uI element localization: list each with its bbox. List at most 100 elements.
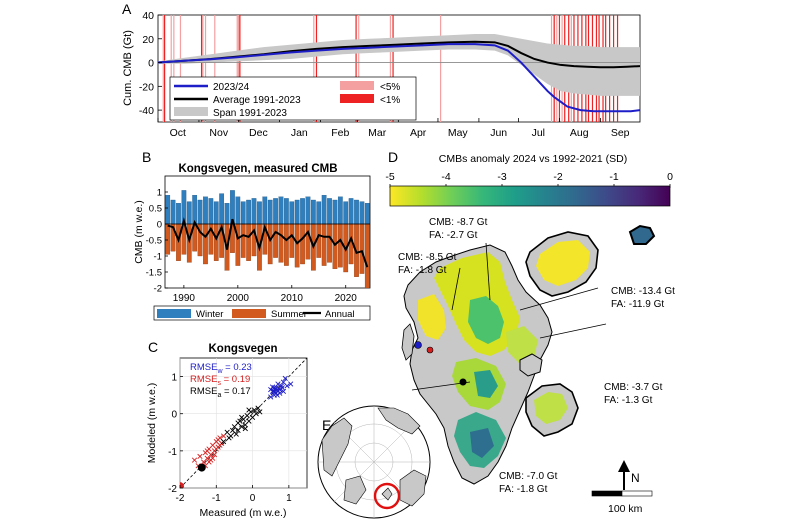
north-arrow-head: [618, 460, 630, 472]
panel-a-ytick-label-1: 20: [142, 34, 154, 46]
legend-swatch-lt1: [340, 94, 374, 103]
scale-bar-light: [621, 490, 653, 497]
point-winter-14-stroke-b: [277, 390, 283, 396]
point-winter-4-stroke-b: [275, 381, 281, 387]
barentsoya-land: [519, 353, 543, 377]
panel-a-span-band: [158, 34, 640, 96]
rmse-stat-s: RMSEs = 0.19: [190, 374, 250, 387]
legend-swatch-summer: [232, 309, 266, 318]
rmse-stat-a: RMSEa = 0.17: [190, 386, 251, 399]
point-winter-14: [277, 390, 283, 396]
panel-a-letter: A: [122, 1, 132, 17]
panel-b-ytick-label-0: 1: [157, 188, 162, 199]
legend-label-2023-24: 2023/24: [213, 82, 250, 93]
panel-a-ytick-label-2: 0: [148, 58, 154, 70]
panel-c-xtick-label-2: 0: [250, 493, 256, 504]
panel-c-ytick-label-1: -1: [168, 447, 177, 458]
panel-a: A 40 20 0 -20 -40 Oct Nov Dec Jan Feb Mar Apr May Ju…: [122, 1, 641, 139]
point-annual-15: [255, 405, 261, 411]
panel-b-xtick-label-0: 1990: [173, 293, 196, 304]
summer-bar-2023: [359, 223, 365, 274]
winter-bar-1993: [197, 199, 203, 225]
point-summer-22-stroke-b: [215, 437, 221, 443]
panel-c-title: Kongsvegen: [208, 343, 277, 355]
colorbar-tick-label-4: -1: [609, 171, 618, 183]
winter-bar-1994: [203, 196, 208, 225]
colorbar-tick-label-0: -5: [385, 171, 394, 183]
point-winter-0-stroke-b: [268, 394, 274, 400]
legend-swatch-winter: [157, 309, 191, 318]
point-annual-13: [251, 407, 258, 413]
point-winter-0: [268, 394, 274, 400]
panel-a-xtick-label-4: Feb: [331, 127, 349, 139]
region-divider-3: [519, 287, 599, 311]
region-label-2-fa: FA: -1.8 Gt: [398, 265, 447, 276]
point-annual-21-stroke-b: [226, 435, 232, 441]
winter-bar-2005: [262, 196, 268, 225]
summer-bar-2016: [321, 223, 327, 266]
panel-d-colorbar-title: CMBs anomaly 2024 vs 1992-2021 (SD): [439, 153, 628, 165]
panel-a-xtick-label-2: Dec: [249, 127, 268, 139]
panel-a-xtick-label-9: Jul: [532, 127, 545, 139]
glacier-anomaly-northwest: [418, 294, 446, 340]
summer-bar-2006: [267, 223, 273, 265]
winter-bar-2014: [310, 199, 316, 225]
colorbar-tick-label-1: -4: [441, 171, 450, 183]
summer-bar-2007: [273, 223, 278, 258]
point-summer-0: [191, 457, 198, 463]
panel-a-xtick-label-3: Jan: [291, 127, 308, 139]
point-annual-17-stroke-b: [229, 427, 236, 434]
legend-label-lt5: <5%: [380, 82, 400, 93]
panel-a-xtick-label-8: Jun: [490, 127, 507, 139]
point-summer-21: [211, 451, 218, 458]
point-winter-12-stroke-b: [268, 386, 274, 393]
panel-b-legend: Winter Summer Annual: [153, 305, 371, 321]
panel-b-ytick-label-5: -1.5: [146, 268, 162, 279]
summer-bar-1994: [203, 223, 208, 265]
panel-a-y-axis: 40 20 0 -20 -40: [139, 10, 162, 117]
point-summer-2: [197, 453, 203, 460]
winter-bar-2007: [273, 198, 278, 225]
svalbard-location-ring: [373, 482, 401, 510]
land-eurasia-north: [377, 407, 421, 435]
panel-b: B Kongsvegen, measured CMB 1 0.5 0 -0.5 -1 -1…: [133, 149, 371, 321]
winter-bar-2017: [327, 198, 332, 225]
land-svalbard-small: [381, 487, 393, 501]
point-annual-23: [246, 407, 252, 413]
winter-bar-2002: [246, 199, 251, 225]
winter-bar-1987: [165, 195, 171, 225]
panel-a-ytick-label-0: 40: [142, 10, 154, 22]
panel-b-annual-line: [167, 217, 369, 268]
summer-bar-2011: [294, 223, 300, 268]
winter-bar-1997: [219, 193, 225, 225]
point-annual-18: [239, 414, 245, 421]
summer-bar-2019: [337, 223, 343, 268]
panel-e: E: [317, 405, 431, 519]
land-north-america: [321, 417, 353, 477]
region-label-5-fa: FA: -1.8 Gt: [499, 484, 548, 495]
summer-bar-2015: [316, 223, 322, 258]
winter-bar-2013: [305, 196, 311, 225]
region-divider-1: [485, 242, 491, 301]
summer-bar-2024: [364, 223, 370, 289]
panel-c-ytick-label-3: 1: [171, 373, 177, 384]
panel-a-x-axis: Oct Nov Dec Jan Feb Mar Apr May Jun Jul Aug Sep: [157, 118, 630, 139]
panel-a-xtick-label-6: Apr: [410, 127, 427, 139]
summer-bar-1996: [213, 223, 219, 261]
winter-bar-2023: [359, 201, 365, 225]
point-annual-20: [257, 409, 263, 415]
point-winter-22-stroke-b: [270, 388, 277, 395]
svalbard-map: [401, 224, 656, 485]
scale-bar: 100 km: [591, 490, 653, 515]
rmse-stat-w: RMSEw = 0.23: [190, 362, 252, 375]
point-winter-8: [282, 375, 288, 382]
legend-swatch-lt5: [340, 81, 374, 90]
panel-c-ytick-label-0: -2: [168, 484, 177, 495]
panel-b-x-axis: 1990 2000 2010 2020: [173, 285, 357, 304]
panel-c-grid: [179, 358, 307, 489]
panel-b-ytick-label-6: -2: [154, 284, 162, 295]
point-summer-21-stroke-b: [211, 451, 218, 458]
panel-a-xtick-label-11: Sep: [611, 127, 630, 139]
legend-label-average: Average 1991-2023: [213, 95, 301, 106]
marker-red-site: [426, 346, 434, 354]
